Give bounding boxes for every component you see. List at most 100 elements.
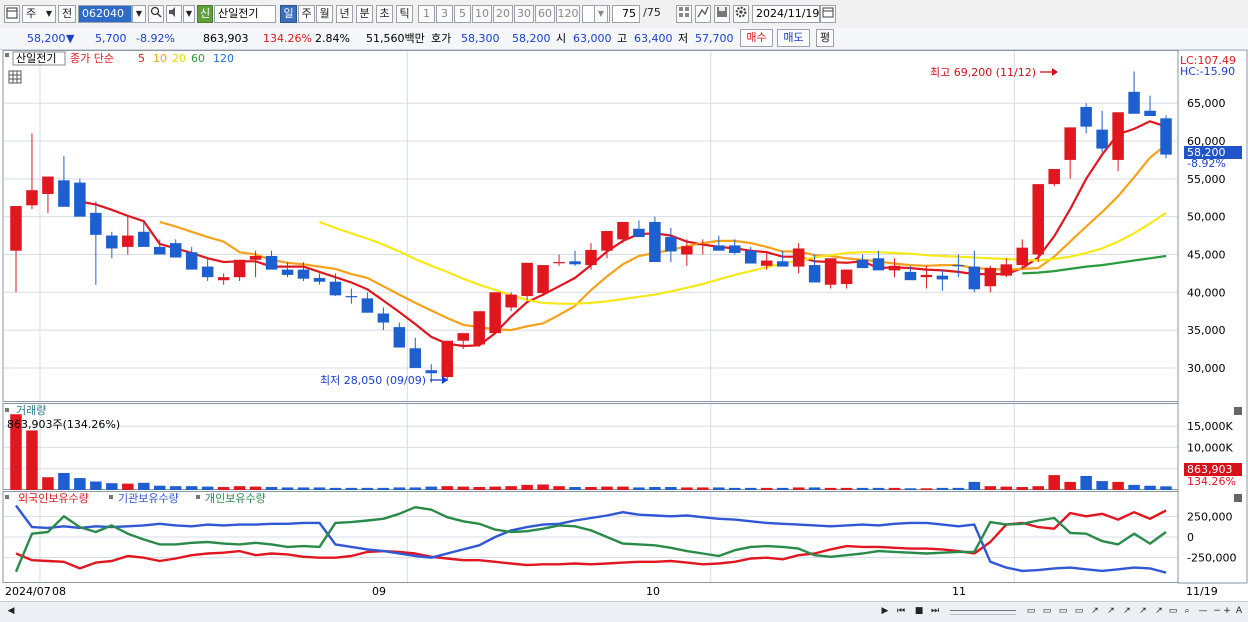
last-price-tag: 58,200 bbox=[1187, 146, 1226, 159]
crosshair-icon[interactable] bbox=[676, 5, 692, 23]
candle-body-09-06 bbox=[425, 370, 438, 374]
stock-name-field[interactable]: 산일전기 bbox=[214, 5, 276, 23]
volume-bar-09-02 bbox=[361, 487, 374, 490]
credit-badge: 신 bbox=[197, 5, 213, 23]
scroll-first-icon[interactable]: ⏮ bbox=[896, 606, 906, 616]
scroll-right-icon[interactable]: ▶ bbox=[881, 606, 889, 616]
chart-area[interactable]: 65,000 60,000 55,000 50,000 45,000 40,000 35,0… bbox=[0, 49, 1248, 621]
zoom-slider[interactable] bbox=[950, 610, 1016, 615]
candle-body-11-11 bbox=[1064, 127, 1076, 160]
prev-button[interactable]: 전 bbox=[58, 5, 76, 23]
gear-icon[interactable] bbox=[733, 5, 749, 23]
date-input[interactable]: 2024/11/19 bbox=[752, 5, 820, 23]
period-tick[interactable]: 틱 bbox=[396, 5, 413, 23]
period-week[interactable]: 주 bbox=[298, 5, 315, 23]
volume-bar-08-28 bbox=[313, 487, 326, 490]
calendar-icon[interactable] bbox=[820, 5, 836, 23]
volume-bar-10-22 bbox=[840, 487, 853, 490]
draw-icon-6[interactable]: ▭ bbox=[1168, 606, 1178, 616]
type-select[interactable]: 주 ▼ bbox=[22, 5, 56, 23]
price-tick-6: 35,000 bbox=[1187, 324, 1226, 337]
candle-body-11-04 bbox=[984, 268, 997, 287]
last-pct-tag: -8.92% bbox=[1187, 157, 1226, 170]
candle-body-09-27 bbox=[617, 221, 629, 240]
volume-bar-09-10 bbox=[457, 486, 469, 490]
volume-bar-10-25 bbox=[888, 487, 901, 490]
layout-icon-1[interactable]: ▭ bbox=[1026, 606, 1036, 616]
interval-dropdown-icon[interactable]: ▼ bbox=[594, 5, 608, 23]
zoom-search-icon[interactable]: ⌕ bbox=[1184, 606, 1190, 616]
code-dropdown-icon[interactable]: ▼ bbox=[132, 5, 146, 23]
interval-1[interactable]: 1 bbox=[418, 5, 435, 23]
zoom-plus-icon[interactable]: + bbox=[1223, 606, 1231, 616]
period-year[interactable]: 년 bbox=[336, 5, 353, 23]
font-size-icon[interactable]: A bbox=[1235, 606, 1243, 616]
zoom-out-icon[interactable]: — bbox=[1198, 606, 1208, 616]
volume-bar-09-04 bbox=[393, 487, 406, 490]
hoga-label: 호가 bbox=[431, 32, 452, 45]
x-label-08: 08 bbox=[52, 585, 66, 598]
chart-menu-icon[interactable] bbox=[4, 5, 20, 23]
volume-close-icon[interactable] bbox=[1234, 407, 1242, 415]
volume-last-tag: 863,903 bbox=[1187, 463, 1233, 476]
volume-bars bbox=[10, 414, 1172, 490]
candle-body-08-27 bbox=[297, 269, 310, 279]
holdings-close-icon[interactable] bbox=[1234, 494, 1242, 502]
layout-icon-3[interactable]: ▭ bbox=[1058, 606, 1068, 616]
speaker-icon[interactable] bbox=[166, 5, 182, 23]
volume-bar-11-15 bbox=[1128, 484, 1140, 490]
interval-120[interactable]: 120 bbox=[556, 5, 580, 23]
layout-icon-4[interactable]: ▭ bbox=[1074, 606, 1084, 616]
volume-bar-09-24 bbox=[569, 487, 581, 490]
candle-body-10-17 bbox=[792, 248, 805, 267]
count-input[interactable]: 75 bbox=[612, 5, 640, 23]
draw-icon-1[interactable]: ↗ bbox=[1091, 606, 1099, 616]
y-axis-frame bbox=[1177, 49, 1248, 584]
stock-code-input[interactable]: 062040 bbox=[78, 5, 132, 23]
sell-button[interactable]: 매도 bbox=[777, 29, 810, 47]
draw-icon-3[interactable]: ↗ bbox=[1123, 606, 1131, 616]
speaker-dropdown-icon[interactable]: ▼ bbox=[183, 5, 195, 23]
draw-icon-4[interactable]: ↗ bbox=[1139, 606, 1147, 616]
candle-body-09-20 bbox=[537, 265, 549, 294]
candle-body-10-10 bbox=[713, 245, 725, 251]
period-minute[interactable]: 분 bbox=[356, 5, 373, 23]
interval-30[interactable]: 30 bbox=[514, 5, 534, 23]
volume-bar-10-10 bbox=[713, 487, 725, 490]
period-month[interactable]: 월 bbox=[316, 5, 333, 23]
stop-icon[interactable]: ■ bbox=[914, 606, 924, 616]
drawing-tool-icon[interactable] bbox=[695, 5, 711, 23]
zoom-minus-icon[interactable]: − bbox=[1213, 606, 1221, 616]
chart-scrollbar[interactable]: ◀ ▶ ⏮ ■ ⏭ ▭ ▭ ▭ ▭ ↗ ↗ ↗ ↗ ↗ ▭ ⌕ — − + A bbox=[0, 601, 1248, 622]
grid-toggle-icon[interactable] bbox=[8, 70, 22, 84]
interval-10[interactable]: 10 bbox=[472, 5, 492, 23]
candle-body-09-30 bbox=[633, 228, 645, 238]
eval-button[interactable]: 평 bbox=[816, 29, 834, 47]
magnifier-icon[interactable] bbox=[148, 5, 164, 23]
volume-bar-08-29 bbox=[329, 487, 342, 490]
interval-3[interactable]: 3 bbox=[436, 5, 453, 23]
chart-svg[interactable]: 65,000 60,000 55,000 50,000 45,000 40,000 35,0… bbox=[0, 49, 1248, 601]
candle-body-11-13 bbox=[1096, 129, 1108, 149]
volume-bar-09-05 bbox=[409, 487, 422, 490]
draw-icon-2[interactable]: ↗ bbox=[1107, 606, 1115, 616]
interval-20[interactable]: 20 bbox=[493, 5, 513, 23]
period-day[interactable]: 일 bbox=[280, 5, 297, 23]
interval-60[interactable]: 60 bbox=[535, 5, 555, 23]
candle-body-08-26 bbox=[281, 269, 294, 275]
volume-bar-08-16 bbox=[185, 486, 198, 490]
candle-body-08-08 bbox=[106, 235, 118, 249]
draw-icon-5[interactable]: ↗ bbox=[1155, 606, 1163, 616]
layout-icon-2[interactable]: ▭ bbox=[1042, 606, 1052, 616]
scroll-last-icon[interactable]: ⏭ bbox=[930, 606, 940, 616]
candle-body-08-01 bbox=[26, 190, 38, 206]
buy-button[interactable]: 매수 bbox=[740, 29, 773, 47]
scroll-left-icon[interactable]: ◀ bbox=[7, 606, 15, 616]
grid-lines bbox=[4, 50, 1178, 583]
period-second[interactable]: 초 bbox=[376, 5, 393, 23]
interval-5[interactable]: 5 bbox=[454, 5, 471, 23]
volume-bar-11-12 bbox=[1080, 475, 1092, 490]
save-icon[interactable] bbox=[714, 5, 730, 23]
stock-name-tag: 산일전기 bbox=[16, 51, 56, 65]
price-change-pct: -8.92% bbox=[136, 32, 175, 45]
